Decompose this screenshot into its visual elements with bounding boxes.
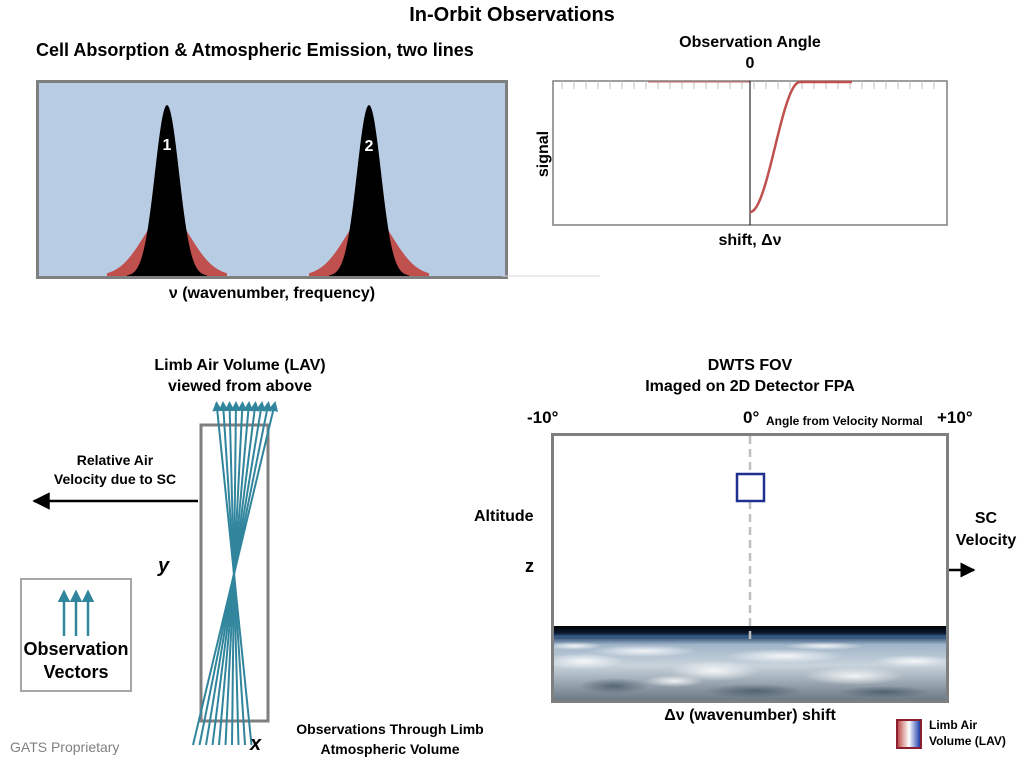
page-title: In-Orbit Observations xyxy=(409,4,615,26)
lav-title-line-2: viewed from above xyxy=(167,378,313,395)
sc-velocity-line-2: Velocity xyxy=(955,532,1017,549)
absorption-lines-svg: 1 2 xyxy=(107,105,429,276)
shift-axis-label: shift, Δν xyxy=(718,232,782,249)
angle-min-label: -10° xyxy=(527,408,559,427)
absorption-line-1 xyxy=(127,105,207,276)
relative-air-velocity-label: Relative Air Velocity due to SC xyxy=(40,451,190,489)
z-label: z xyxy=(525,556,534,576)
sc-velocity-arrow xyxy=(949,562,976,578)
observations-through-line-2: Atmospheric Volume xyxy=(320,741,460,757)
lav-legend-line-1: Limb Air xyxy=(929,718,978,732)
dwts-title-line-2: Imaged on 2D Detector FPA xyxy=(645,378,855,395)
signal-shift-plot xyxy=(552,80,948,226)
observation-ray xyxy=(212,401,253,746)
observation-vectors-line-2: Vectors xyxy=(43,662,109,682)
observation-angle-title: Observation Angle xyxy=(679,34,821,51)
altitude-label: Altitude xyxy=(474,508,534,525)
dwts-title-line-1: DWTS FOV xyxy=(707,357,793,374)
angle-max-label: +10° xyxy=(937,408,973,427)
observation-rays xyxy=(192,401,278,746)
angle-caption: Angle from Velocity Normal xyxy=(766,414,923,428)
earth-limb-image xyxy=(554,436,946,700)
observations-through-limb-label: Observations Through Limb Atmospheric Vo… xyxy=(280,719,500,759)
observation-vectors-label: Observation Vectors xyxy=(20,638,132,684)
proprietary-footer: GATS Proprietary xyxy=(10,739,120,755)
angle-tick-marks xyxy=(561,81,935,89)
velocity-label-line-1: Relative Air xyxy=(76,452,154,468)
lav-marker-box xyxy=(735,472,766,503)
angle-zero-label: 0° xyxy=(743,408,760,427)
dwts-fov-frame xyxy=(551,433,949,703)
sc-velocity-line-1: SC xyxy=(974,510,998,527)
lav-legend-label: Limb Air Volume (LAV) xyxy=(929,717,1006,749)
lav-diagram xyxy=(32,401,278,746)
velocity-label-line-2: Velocity due to SC xyxy=(53,471,177,487)
signal-curve xyxy=(749,80,852,214)
lav-title: Limb Air Volume (LAV) viewed from above xyxy=(120,355,360,397)
observations-through-line-1: Observations Through Limb xyxy=(296,721,484,737)
observation-vectors-legend xyxy=(20,578,132,692)
baseline-extension xyxy=(502,275,600,277)
lav-title-line-1: Limb Air Volume (LAV) xyxy=(154,357,326,374)
sc-velocity-label: SC Velocity xyxy=(950,508,1022,552)
absorption-lines-plot: 1 2 xyxy=(36,80,508,279)
line-label-2: 2 xyxy=(365,138,374,155)
lav-legend-line-2: Volume (LAV) xyxy=(929,734,1006,748)
observation-angle-zero: 0 xyxy=(745,55,755,72)
lav-legend-swatch xyxy=(896,719,922,749)
y-axis-label: y xyxy=(158,555,170,577)
absorption-line-2 xyxy=(329,105,409,276)
observation-vectors-line-1: Observation xyxy=(23,639,129,659)
earth-clouds xyxy=(554,642,946,698)
line-label-1: 1 xyxy=(163,137,172,154)
lav-box xyxy=(199,423,270,723)
wavenumber-shift-label: Δν (wavenumber) shift xyxy=(664,707,836,724)
x-axis-label: x xyxy=(250,733,262,755)
wavenumber-axis-label: ν (wavenumber, frequency) xyxy=(168,285,376,302)
absorption-panel-title: Cell Absorption & Atmospheric Emission, … xyxy=(36,40,474,60)
dwts-fov-title: DWTS FOV Imaged on 2D Detector FPA xyxy=(600,355,900,397)
signal-axis-label: signal xyxy=(535,130,552,178)
observation-vectors-icon xyxy=(57,589,95,636)
